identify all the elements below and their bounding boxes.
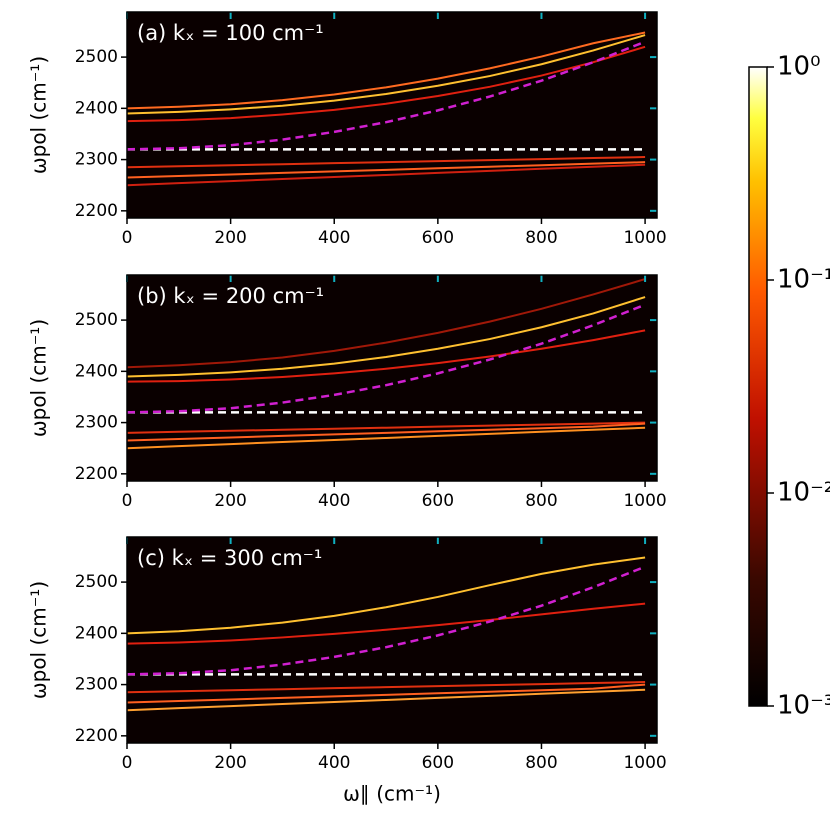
colorbar-tick-label: 10⁻¹ (777, 265, 830, 295)
x-tick-label: 400 (318, 491, 350, 511)
colorbar-tick-label: 10⁻³ (777, 691, 830, 721)
y-tick-label: 2400 (75, 361, 118, 381)
plot-frame (126, 11, 658, 219)
x-tick-label: 200 (214, 753, 246, 773)
series-line (127, 156, 646, 169)
plot-area (127, 537, 657, 743)
series-line (127, 34, 646, 115)
series-line (127, 31, 646, 110)
series-line (127, 421, 646, 434)
series-group (127, 556, 646, 712)
x-tick-label: 1000 (623, 753, 666, 773)
series-line (127, 161, 646, 179)
x-tick-label: 800 (525, 228, 557, 248)
x-tick-label: 600 (422, 228, 454, 248)
x-tick-label: 200 (214, 228, 246, 248)
series-line (127, 296, 646, 378)
plot-frame (126, 536, 658, 744)
x-tick-label: 1000 (623, 491, 666, 511)
series-group (127, 31, 646, 187)
series-line (127, 683, 646, 704)
y-tick-label: 2400 (75, 98, 118, 118)
panel-title: (c) kₓ = 300 cm⁻¹ (137, 546, 322, 570)
y-tick-label: 2200 (75, 464, 118, 484)
series-line (127, 688, 646, 712)
y-axis-label: ωpol (cm⁻¹) (27, 56, 51, 174)
series-line (127, 329, 646, 383)
panel-title: (b) kₓ = 200 cm⁻¹ (137, 284, 324, 308)
series-line (127, 278, 646, 369)
y-tick-label: 2500 (75, 572, 118, 592)
colorbar-tick-label: 10⁻² (777, 478, 830, 508)
x-tick-label: 200 (214, 491, 246, 511)
y-axis-label: ωpol (cm⁻¹) (27, 581, 51, 699)
series-line (127, 565, 646, 676)
x-tick-label: 400 (318, 228, 350, 248)
series-line (127, 303, 646, 414)
series-line (127, 681, 646, 694)
y-tick-label: 2300 (75, 675, 118, 695)
series-line (127, 422, 646, 442)
x-tick-label: 600 (422, 753, 454, 773)
y-tick-label: 2500 (75, 47, 118, 67)
x-tick-label: 0 (122, 228, 133, 248)
y-tick-label: 2300 (75, 413, 118, 433)
x-tick-label: 0 (122, 491, 133, 511)
plot-area (127, 12, 657, 218)
y-axis-label: ωpol (cm⁻¹) (27, 319, 51, 437)
series-line (127, 163, 646, 187)
plot-area (127, 275, 657, 481)
x-tick-label: 1000 (623, 228, 666, 248)
x-tick-label: 800 (525, 491, 557, 511)
series-line (127, 45, 646, 123)
panel-title: (a) kₓ = 100 cm⁻¹ (137, 21, 324, 45)
colorbar-tick-label: 10⁰ (777, 52, 821, 82)
x-tick-label: 0 (122, 753, 133, 773)
y-tick-label: 2400 (75, 623, 118, 643)
y-tick-label: 2200 (75, 726, 118, 746)
series-line (127, 40, 646, 151)
plot-frame (126, 274, 658, 482)
x-tick-label: 400 (318, 753, 350, 773)
series-group (127, 278, 646, 450)
y-tick-label: 2200 (75, 201, 118, 221)
series-line (127, 556, 646, 635)
y-tick-label: 2300 (75, 150, 118, 170)
x-axis-label: ω∥ (cm⁻¹) (343, 782, 441, 806)
series-line (127, 426, 646, 450)
x-tick-label: 600 (422, 491, 454, 511)
y-tick-label: 2500 (75, 310, 118, 330)
colorbar (748, 66, 768, 707)
series-line (127, 602, 646, 645)
x-tick-label: 800 (525, 753, 557, 773)
